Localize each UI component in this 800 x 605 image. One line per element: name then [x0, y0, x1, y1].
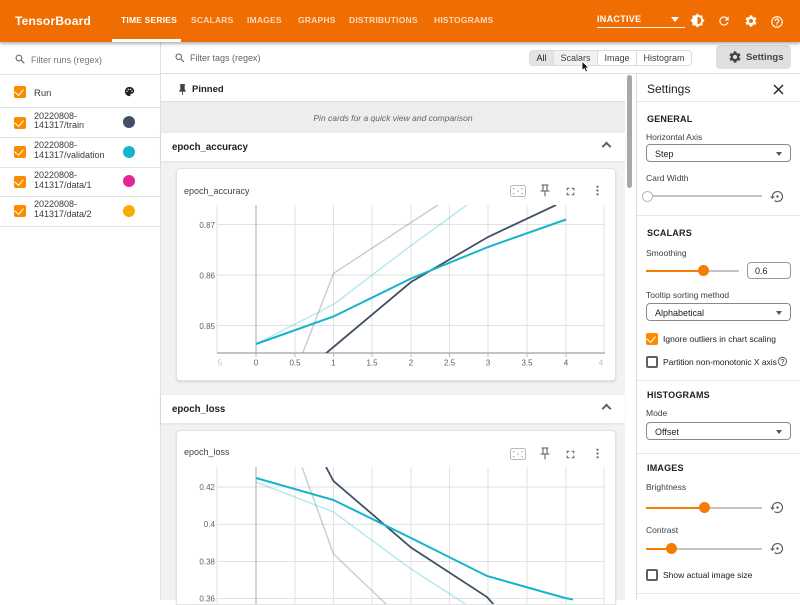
svg-text:4: 4	[564, 359, 569, 368]
svg-text:0.36: 0.36	[199, 595, 215, 604]
svg-text:0.38: 0.38	[199, 558, 215, 567]
svg-text:1.5: 1.5	[366, 359, 378, 368]
svg-text:2: 2	[409, 359, 414, 368]
svg-text:0: 0	[254, 359, 259, 368]
svg-text:2.5: 2.5	[444, 359, 456, 368]
svg-text:0.87: 0.87	[199, 221, 215, 230]
svg-text:3.5: 3.5	[521, 359, 533, 368]
svg-text:0.86: 0.86	[199, 272, 215, 281]
svg-text:0.85: 0.85	[199, 322, 215, 331]
svg-text:0.42: 0.42	[199, 483, 215, 492]
svg-text:4: 4	[599, 359, 604, 368]
svg-text:5: 5	[218, 359, 223, 368]
svg-text:0.4: 0.4	[204, 520, 216, 529]
svg-text:1: 1	[331, 359, 336, 368]
svg-text:0.5: 0.5	[289, 359, 301, 368]
svg-text:3: 3	[486, 359, 491, 368]
